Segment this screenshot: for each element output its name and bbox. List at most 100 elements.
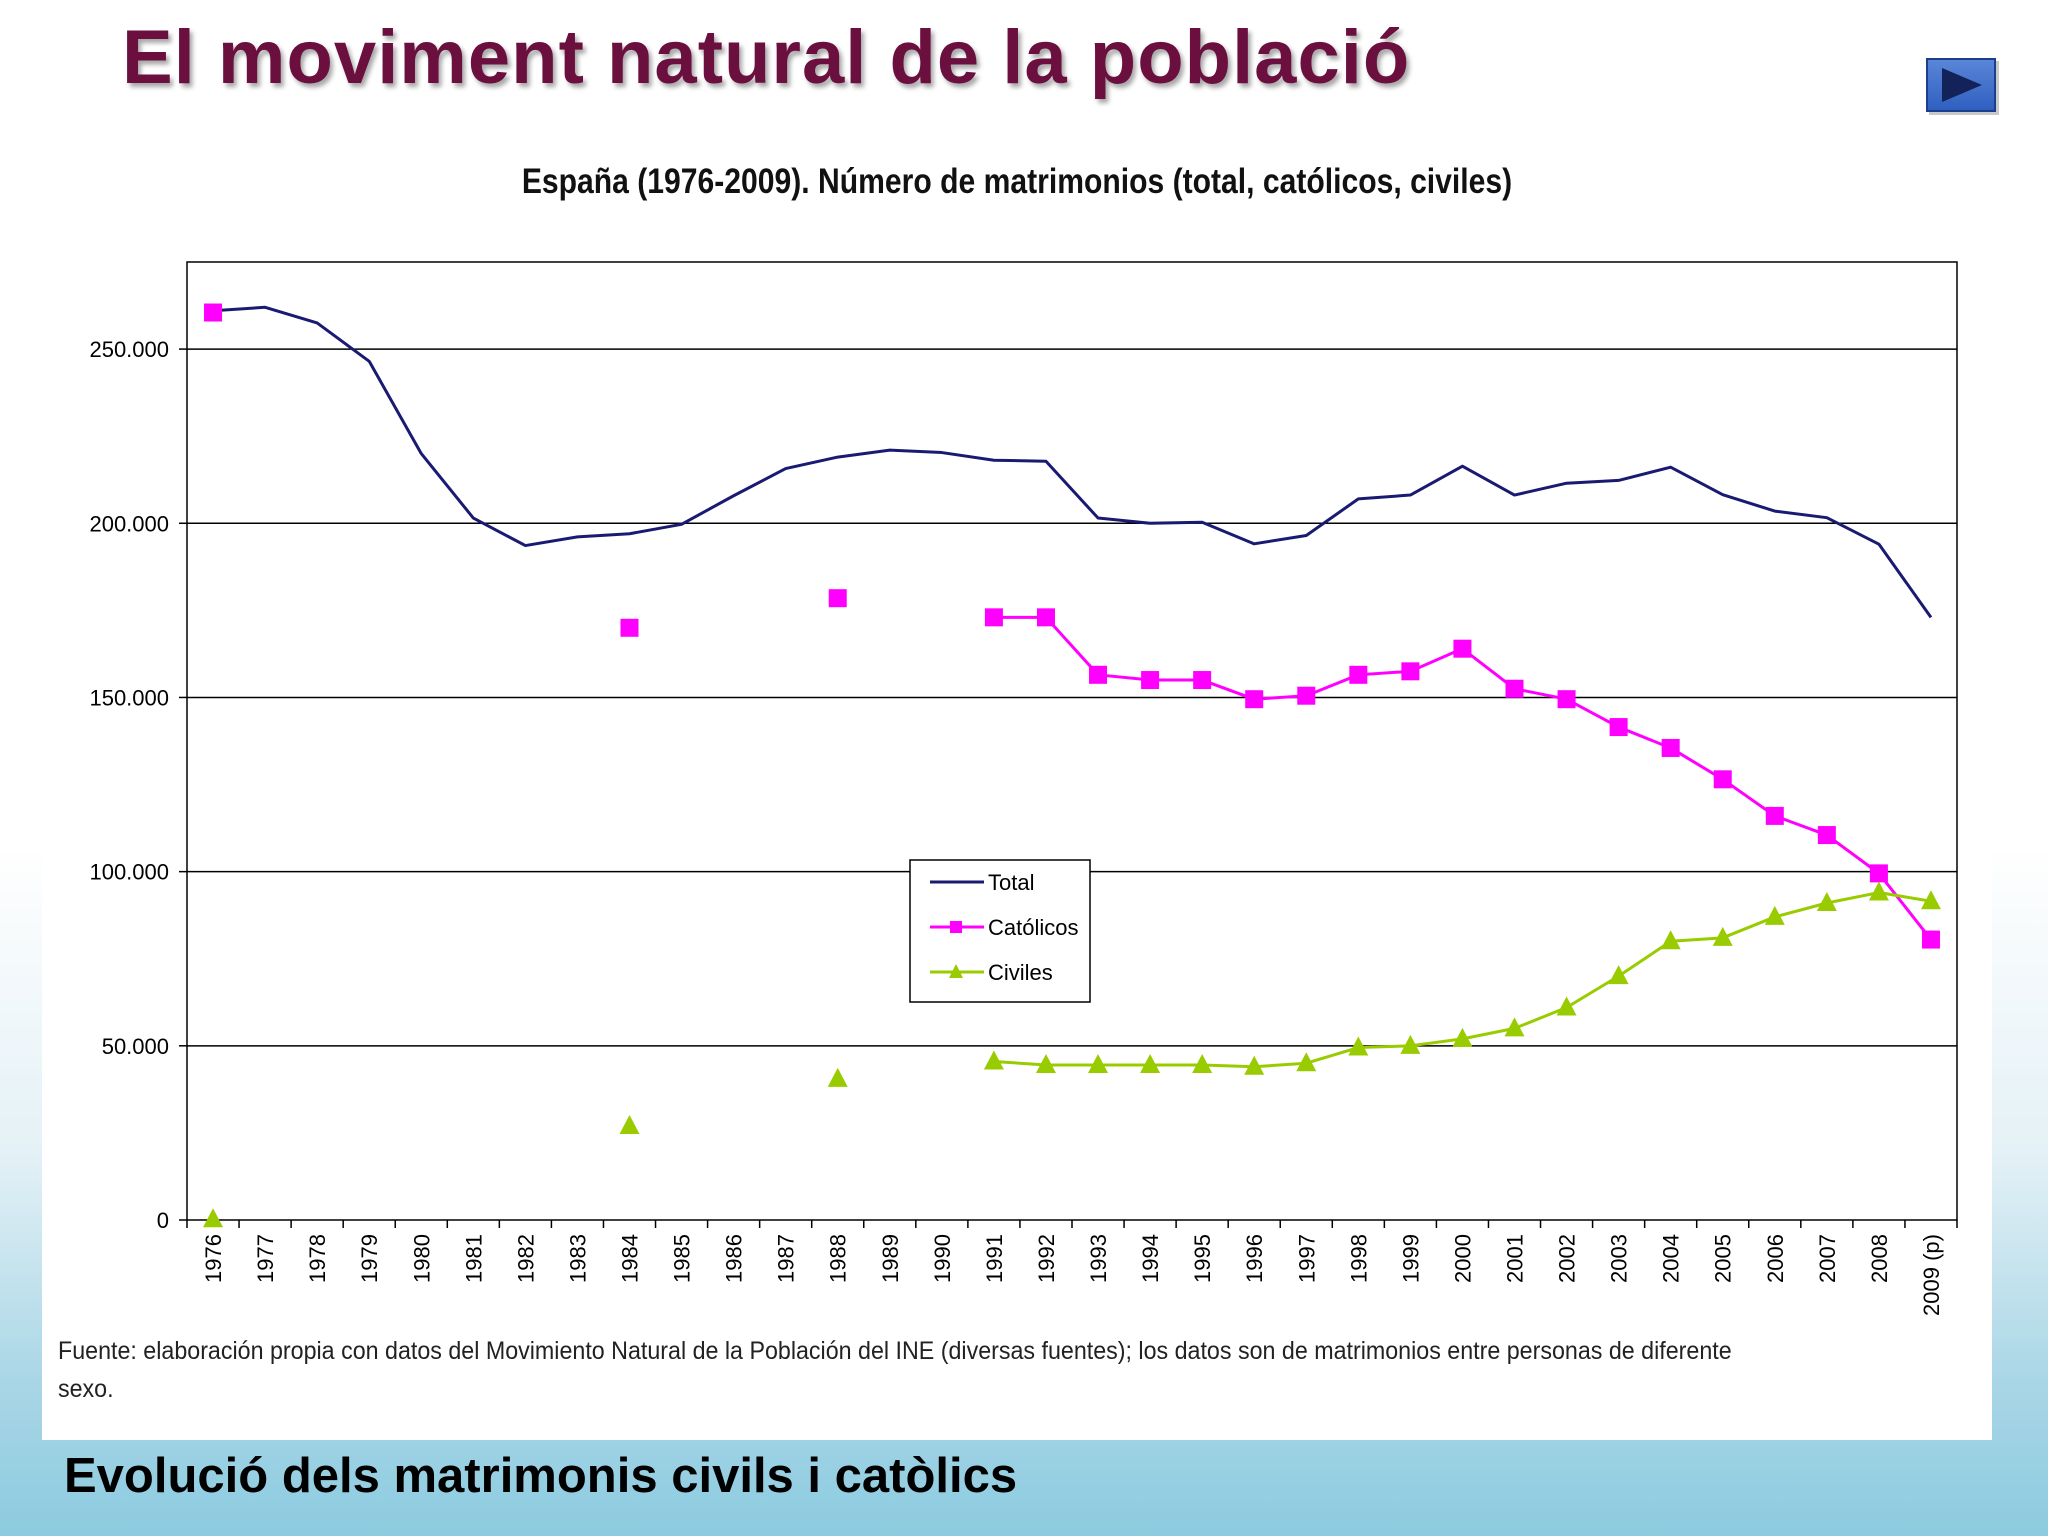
chart-panel: 0 50.000 100.000 150.000 200.000 250.000 1976 1…	[42, 142, 1992, 1440]
data-point-square	[1609, 718, 1628, 737]
play-next-icon	[1942, 68, 1982, 102]
x-tick-label: 2001	[1503, 1234, 1528, 1283]
x-tick-label: 2000	[1450, 1234, 1475, 1283]
data-point-triangle	[1088, 1053, 1109, 1073]
y-tick-label: 50.000	[102, 1034, 169, 1059]
y-tick-label: 150.000	[89, 685, 169, 710]
plot-area-border	[186, 261, 1958, 1221]
data-point-square	[1297, 686, 1316, 705]
x-tick-label: 1976	[201, 1234, 226, 1283]
x-tick-label: 1998	[1346, 1234, 1371, 1283]
data-point-square	[1713, 770, 1732, 789]
legend-label: Total	[988, 870, 1034, 895]
x-tick-label: 1987	[774, 1234, 799, 1283]
legend-marker-triangle	[949, 964, 963, 978]
data-point-triangle	[1035, 1053, 1056, 1073]
data-point-square	[1557, 690, 1576, 709]
data-point-square	[1453, 639, 1472, 658]
data-point-triangle	[203, 1208, 224, 1228]
x-tick-label: 1982	[513, 1234, 538, 1283]
x-tick-label: 1979	[357, 1234, 382, 1283]
x-tick-label: 2006	[1763, 1234, 1788, 1283]
x-tick-label: 1984	[618, 1234, 643, 1283]
series-line	[212, 305, 1933, 619]
data-point-square	[1036, 608, 1055, 627]
data-point-triangle	[827, 1067, 848, 1087]
data-point-square	[1765, 806, 1784, 825]
data-point-triangle	[1712, 926, 1733, 946]
data-point-triangle	[619, 1114, 640, 1134]
data-point-square	[1661, 738, 1680, 757]
axes: 0 50.000 100.000 150.000 200.000 250.000 1976 1…	[89, 337, 1958, 1316]
x-tick-label: 1994	[1138, 1234, 1163, 1283]
x-tick-label: 2004	[1659, 1234, 1684, 1283]
series-line	[993, 615, 1933, 941]
data-point-triangle	[1556, 996, 1577, 1016]
legend-label: Católicos	[988, 915, 1078, 940]
legend-box	[909, 859, 1091, 1003]
data-point-triangle	[1244, 1055, 1265, 1075]
data-point-triangle	[1764, 905, 1785, 925]
legend-label: Civiles	[988, 960, 1053, 985]
x-tick-label: 1986	[722, 1234, 747, 1283]
data-point-square	[1141, 671, 1160, 690]
x-tick-label: 2008	[1867, 1234, 1892, 1283]
y-tick-label: 100.000	[89, 860, 169, 885]
x-tick-label: 1995	[1190, 1234, 1215, 1283]
data-point-square	[1193, 671, 1212, 690]
series-0	[212, 305, 1933, 619]
data-point-square	[1921, 930, 1940, 949]
data-point-square	[1869, 864, 1888, 883]
slide-caption: Evolució dels matrimonis civils i catòli…	[64, 1449, 1018, 1503]
x-tick-label: 1978	[305, 1234, 330, 1283]
legend-marker-square	[950, 921, 962, 933]
data-point-square	[984, 608, 1003, 627]
slide-title: El moviment natural de la població	[122, 15, 1411, 100]
next-slide-button[interactable]	[1926, 58, 1996, 112]
data-point-square	[1245, 690, 1264, 709]
series	[203, 303, 1941, 1228]
data-point-triangle	[983, 1050, 1004, 1070]
x-tick-label: 1996	[1242, 1234, 1267, 1283]
data-point-triangle	[1920, 890, 1941, 910]
x-tick-label: 1980	[409, 1234, 434, 1283]
data-point-triangle	[1348, 1036, 1369, 1056]
x-tick-label: 1983	[565, 1234, 590, 1283]
y-tick-label: 0	[157, 1208, 169, 1233]
data-point-triangle	[1400, 1034, 1421, 1054]
data-point-triangle	[1452, 1027, 1473, 1047]
data-point-square	[1089, 665, 1108, 684]
series-2	[203, 881, 1941, 1228]
x-tick-label: 1992	[1034, 1234, 1059, 1283]
x-tick-label: 1981	[461, 1234, 486, 1283]
data-point-square	[1505, 679, 1524, 698]
x-tick-label: 2003	[1607, 1234, 1632, 1283]
data-point-triangle	[1192, 1053, 1213, 1073]
y-tick-label: 200.000	[89, 511, 169, 536]
x-tick-label: 1988	[826, 1234, 851, 1283]
data-point-triangle	[1868, 881, 1889, 901]
legend: Total Católicos Civiles	[909, 859, 1091, 1003]
data-point-triangle	[1816, 891, 1837, 911]
data-point-square	[620, 618, 639, 637]
data-point-triangle	[1504, 1017, 1525, 1037]
data-point-triangle	[1660, 930, 1681, 950]
chart: 0 50.000 100.000 150.000 200.000 250.000 1976 1…	[89, 261, 1958, 1316]
data-point-square	[1401, 662, 1420, 681]
data-point-triangle	[1296, 1052, 1317, 1072]
data-point-square	[1817, 826, 1836, 845]
data-point-square	[204, 303, 223, 322]
data-point-triangle	[1608, 965, 1629, 985]
x-tick-label: 2005	[1711, 1234, 1736, 1283]
x-tick-label: 2009 (p)	[1919, 1234, 1944, 1316]
x-tick-label: 2002	[1555, 1234, 1580, 1283]
x-tick-label: 2007	[1815, 1234, 1840, 1283]
data-point-triangle	[1140, 1053, 1161, 1073]
chart-title: España (1976-2009). Número de matrimonio…	[521, 162, 1513, 201]
x-tick-label: 1997	[1294, 1234, 1319, 1283]
y-tick-label: 250.000	[89, 337, 169, 362]
data-point-square	[828, 589, 847, 608]
x-tick-label: 1999	[1398, 1234, 1423, 1283]
x-tick-label: 1989	[878, 1234, 903, 1283]
source-note: Fuente: elaboración propia con datos del…	[58, 1337, 1732, 1403]
